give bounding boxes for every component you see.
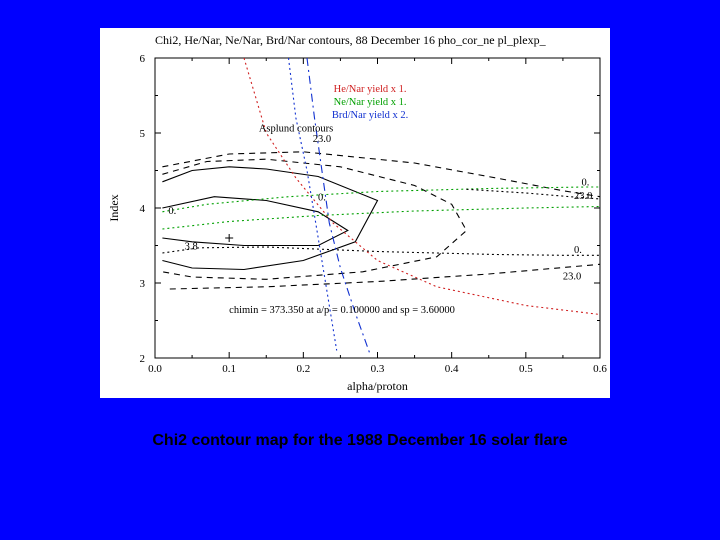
svg-text:23.0: 23.0 — [563, 271, 581, 282]
svg-text:0.5: 0.5 — [519, 363, 533, 375]
svg-text:4: 4 — [140, 203, 146, 215]
legend-item-1: Ne/Nar yield x 1. — [334, 97, 407, 108]
svg-text:Index: Index — [107, 194, 121, 221]
svg-text:0.: 0. — [168, 206, 176, 217]
svg-text:alpha/proton: alpha/proton — [347, 379, 408, 393]
svg-text:3: 3 — [140, 278, 146, 290]
svg-text:23.0: 23.0 — [313, 134, 331, 145]
svg-text:0.: 0. — [318, 193, 326, 204]
svg-text:6: 6 — [140, 53, 146, 65]
svg-text:0.3: 0.3 — [371, 363, 385, 375]
legend-item-2: Brd/Nar yield x 2. — [332, 110, 408, 121]
series-he-red-dotted — [244, 58, 600, 315]
svg-text:5: 5 — [140, 128, 146, 140]
svg-text:3.8: 3.8 — [185, 241, 198, 252]
legend-item-0: He/Nar yield x 1. — [334, 84, 407, 95]
svg-text:0.: 0. — [581, 178, 589, 189]
svg-text:23.0: 23.0 — [574, 191, 592, 202]
series-upper-dashed-right — [162, 152, 600, 197]
svg-text:0.2: 0.2 — [296, 363, 310, 375]
series-chi2-dashed-outer — [162, 159, 466, 279]
series-chi2-solid-upper — [162, 167, 377, 270]
label-chimin: chimin = 373.350 at a/p = 0.100000 and s… — [229, 305, 455, 316]
svg-text:0.0: 0.0 — [148, 363, 162, 375]
series-ne-green-dotted-lower — [162, 207, 600, 230]
series-dotted-sep-lower — [162, 247, 600, 255]
svg-text:2: 2 — [140, 353, 146, 365]
label-asplund: Asplund contours — [259, 124, 333, 135]
svg-text:0.4: 0.4 — [445, 363, 459, 375]
contour-plot: 0.0 0.1 0.2 0.3 0.4 0.5 0.6 2 3 4 5 6 alpha/proton In… — [100, 28, 610, 398]
svg-text:0.6: 0.6 — [593, 363, 607, 375]
chart-panel: 0.0 0.1 0.2 0.3 0.4 0.5 0.6 2 3 4 5 6 alpha/proton In… — [100, 28, 610, 398]
series-lower-dashed-right — [170, 264, 600, 289]
caption: Chi2 contour map for the 1988 December 1… — [0, 432, 720, 450]
svg-text:0.1: 0.1 — [222, 363, 236, 375]
svg-text:Chi2, He/Nar, Ne/Nar, Brd/Nar: Chi2, He/Nar, Ne/Nar, Brd/Nar contours, … — [155, 33, 547, 47]
svg-text:0.: 0. — [574, 245, 582, 256]
series-chi2-solid-mid — [162, 197, 347, 246]
series-ne-green-dotted-upper — [162, 187, 600, 212]
